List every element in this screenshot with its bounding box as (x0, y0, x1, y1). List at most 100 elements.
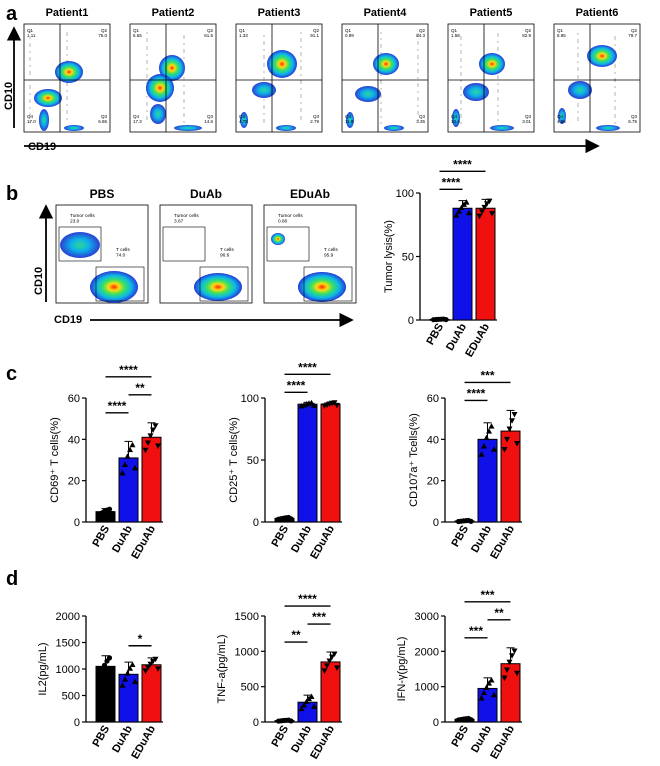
event-dot (417, 99, 419, 101)
t-cell-gate-label-line: T cells (324, 247, 338, 253)
density-blob (240, 112, 248, 128)
significance-label: **** (287, 378, 306, 392)
event-dot (300, 46, 302, 48)
event-dot (497, 49, 499, 51)
event-dot (183, 77, 185, 79)
event-dot (417, 49, 419, 51)
quadrant-q3-label-line: 14.6 (204, 119, 213, 124)
quadrant-q1-label: Q1 8.95 (557, 28, 566, 38)
event-dot (300, 110, 302, 112)
event-dot (460, 100, 462, 102)
quadrant-q2-label-line: Q2 (631, 28, 638, 33)
event-dot (300, 66, 302, 68)
density-blob (34, 89, 62, 107)
density-blob (194, 273, 242, 301)
x-tick-label: PBS (269, 724, 291, 750)
quadrant-q2-label-line: Q2 (313, 28, 320, 33)
data-point (109, 510, 115, 517)
flow-plot-content: Q1 6.55 Q2 61.5 Q3 14.6 Q4 17.3 (130, 24, 216, 132)
event-dot (183, 113, 185, 115)
data-point (129, 441, 136, 448)
y-tick-label: 40 (68, 434, 80, 446)
density-blob (346, 112, 354, 128)
event-dot (497, 99, 499, 101)
panel-label-a: a (6, 3, 18, 25)
tumor-gate-label-line: Tumor cells (70, 213, 95, 219)
event-dot (66, 54, 68, 56)
quadrant-q1-label-line: 1.58 (451, 33, 460, 38)
density-blob (174, 125, 202, 131)
y-tick-label: 3000 (415, 611, 439, 623)
event-dot (146, 54, 148, 56)
density-blob (60, 232, 100, 258)
chart-ifng: 0100020003000IFN-γ(pg/mL)PBSDuAbEDuAb***… (396, 588, 522, 761)
quadrant-q3-label: Q3 2.79 (310, 114, 319, 124)
data-point (334, 665, 340, 671)
data-point (122, 676, 128, 682)
y-tick-label: 0 (408, 315, 414, 327)
density-blob (490, 125, 514, 131)
event-dot (417, 69, 419, 71)
event-dot (183, 43, 185, 45)
event-dot (497, 89, 499, 91)
event-dot (417, 111, 419, 113)
quadrant-q1-label-line: Q1 (27, 28, 34, 33)
density-blob (355, 86, 381, 102)
event-dot (497, 119, 499, 121)
event-dot (66, 112, 68, 114)
event-dot (497, 77, 499, 79)
event-dot (29, 57, 31, 59)
event-dot (380, 74, 382, 76)
t-cell-gate (303, 266, 353, 302)
event-dot (300, 88, 302, 90)
significance-label: **** (119, 363, 138, 377)
quadrant-q3-label-line: 2.79 (310, 119, 319, 124)
significance-label: *** (469, 624, 483, 638)
chart-tnf: 050010001500TNF-a(pg/mL)PBSDuAbEDuAb****… (216, 592, 342, 761)
y-tick-label: 20 (68, 476, 80, 488)
y-tick-label: 0 (74, 517, 80, 529)
event-dot (146, 40, 148, 42)
t-cell-gate-label-line: 74.0 (116, 252, 126, 258)
quadrant-q4-label-line: 11.9 (345, 119, 354, 124)
event-dot (497, 97, 499, 99)
panel-a-y-axis-label: CD10 (3, 82, 15, 110)
event-dot (66, 98, 68, 100)
event-dot (380, 52, 382, 54)
event-dot (66, 46, 68, 48)
tumor-gate-label: Tumor cells 3.67 (174, 213, 199, 224)
data-point (109, 670, 115, 676)
tumor-gate-label-line: 23.0 (70, 218, 80, 224)
y-tick-label: 2000 (415, 646, 439, 658)
event-dot (577, 77, 579, 79)
quadrant-q3-label: Q3 6.75 (628, 114, 637, 124)
y-tick-label: 0 (433, 517, 439, 529)
event-dot (614, 122, 616, 124)
density-blob (146, 74, 174, 102)
event-dot (614, 106, 616, 108)
data-point (96, 673, 103, 679)
quadrant-q2-label: Q2 84.3 (416, 28, 425, 38)
data-point (478, 451, 485, 457)
event-dot (29, 101, 31, 103)
quadrant-q1-label: Q1 1.11 (27, 28, 36, 38)
data-point (486, 680, 492, 686)
event-dot (146, 68, 148, 70)
y-tick-label: 100 (396, 188, 414, 200)
data-point (456, 208, 462, 214)
y-tick-label: 0 (433, 717, 439, 729)
y-tick-label: 40 (427, 434, 439, 446)
event-dot (263, 49, 265, 51)
event-dot (29, 115, 31, 117)
y-tick-label: 20 (427, 476, 439, 488)
flow-plot-frame (447, 23, 535, 133)
event-dot (417, 77, 419, 79)
quadrant-q1-label: Q1 0.99 (345, 28, 354, 38)
quadrant-q4-label-line: Q4 (239, 114, 246, 119)
event-dot (146, 38, 148, 40)
treatment-title: PBS (90, 187, 115, 201)
density-blob (55, 61, 83, 83)
tumor-gate-label-line: 0.80 (278, 218, 288, 224)
